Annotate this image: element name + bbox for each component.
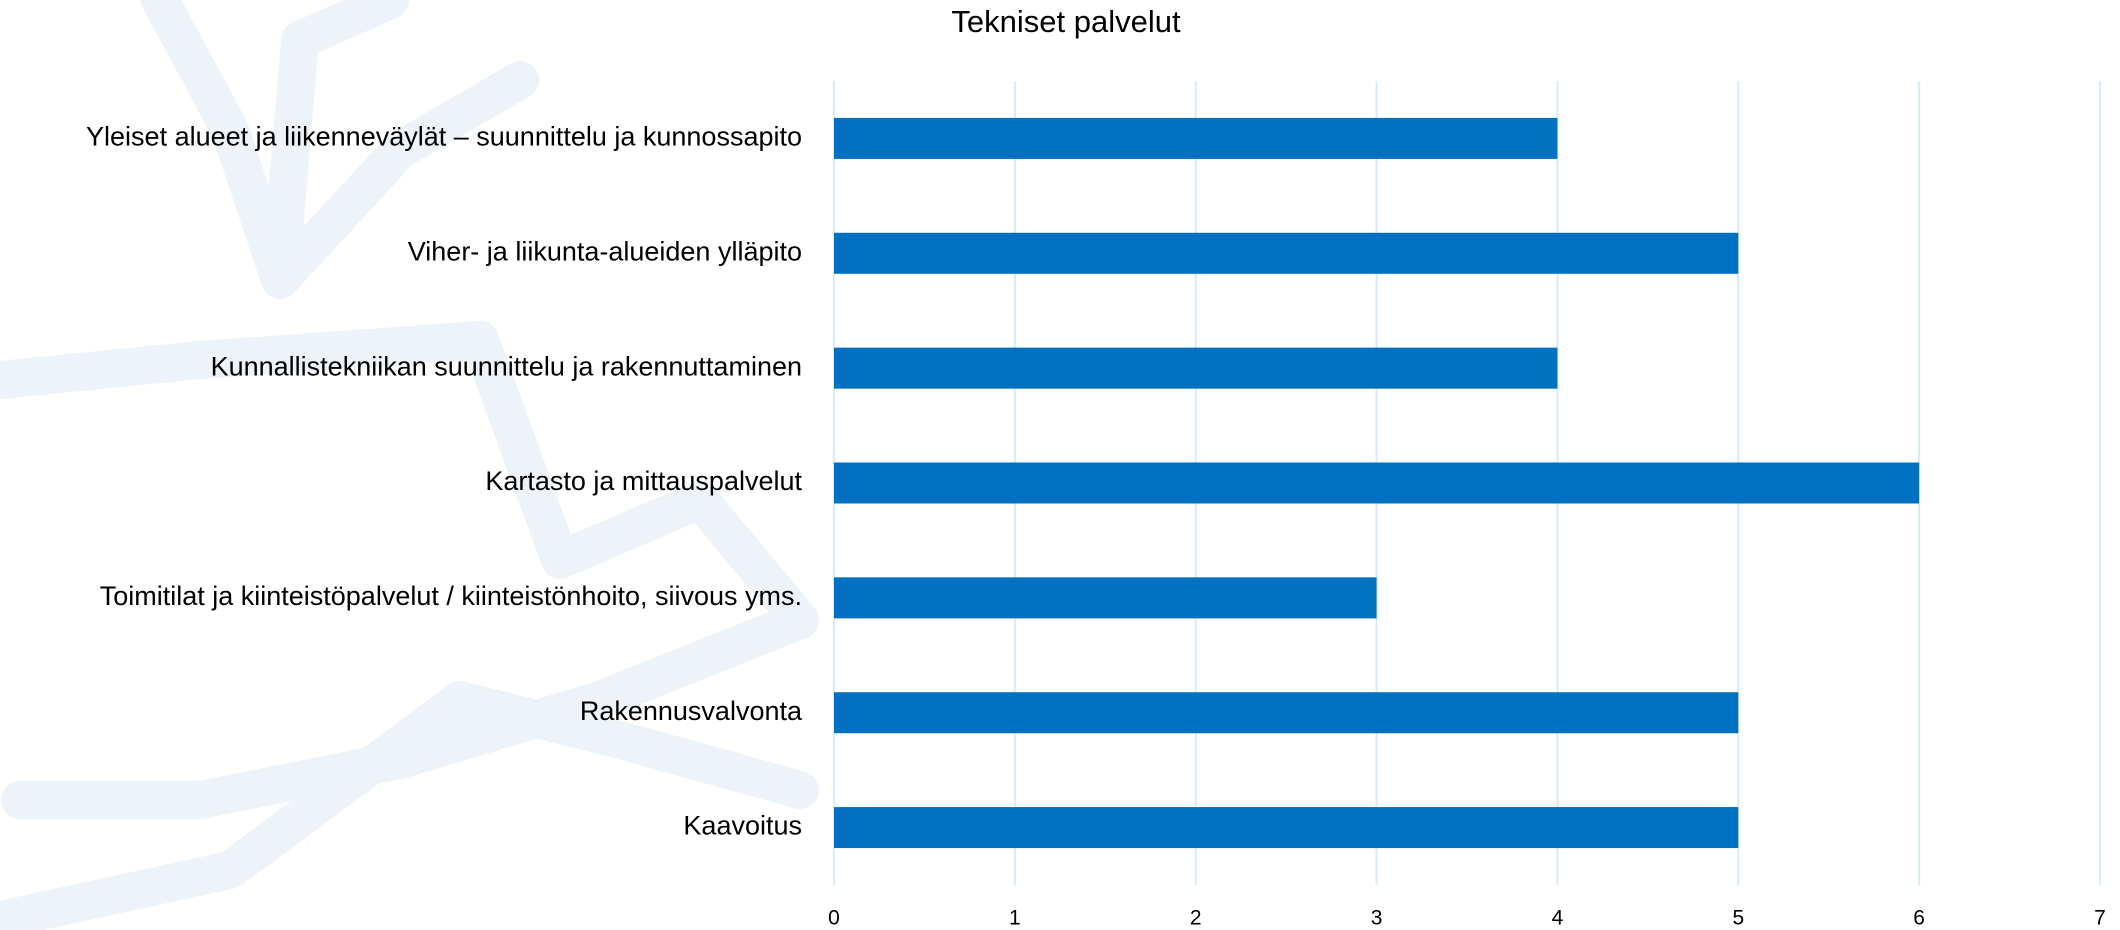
x-tick-label: 7 [2094, 907, 2106, 930]
watermark [0, 0, 819, 930]
bar [834, 807, 1739, 849]
watermark-shape [0, 681, 819, 930]
y-tick-label: Rakennusvalvonta [580, 696, 803, 726]
y-tick-label: Kaavoitus [683, 811, 802, 841]
y-tick-label: Toimitilat ja kiinteistöpalvelut / kiint… [100, 581, 802, 611]
x-tick-label: 1 [1009, 907, 1021, 930]
x-tick-label: 0 [828, 907, 840, 930]
watermark-shape [261, 61, 539, 299]
y-tick-label: Kartasto ja mittauspalvelut [485, 466, 802, 496]
bar [834, 692, 1739, 734]
x-tick-label: 2 [1190, 907, 1202, 930]
x-tick-label: 3 [1371, 907, 1383, 930]
x-tick-label: 4 [1552, 907, 1564, 930]
y-tick-label: Yleiset alueet ja liikenneväylät – suunn… [86, 122, 802, 152]
bar [834, 232, 1739, 274]
y-tick-label: Kunnallistekniikan suunnittelu ja rakenn… [211, 351, 802, 381]
bar [834, 347, 1558, 389]
chart-title: Tekniset palvelut [951, 4, 1181, 39]
x-tick-label: 5 [1732, 907, 1744, 930]
bar [834, 117, 1558, 159]
y-tick-label: Viher- ja liikunta-alueiden ylläpito [408, 236, 802, 266]
watermark-shape [0, 321, 819, 819]
x-tick-label: 6 [1913, 907, 1925, 930]
bar [834, 577, 1377, 619]
bar [834, 462, 1920, 504]
